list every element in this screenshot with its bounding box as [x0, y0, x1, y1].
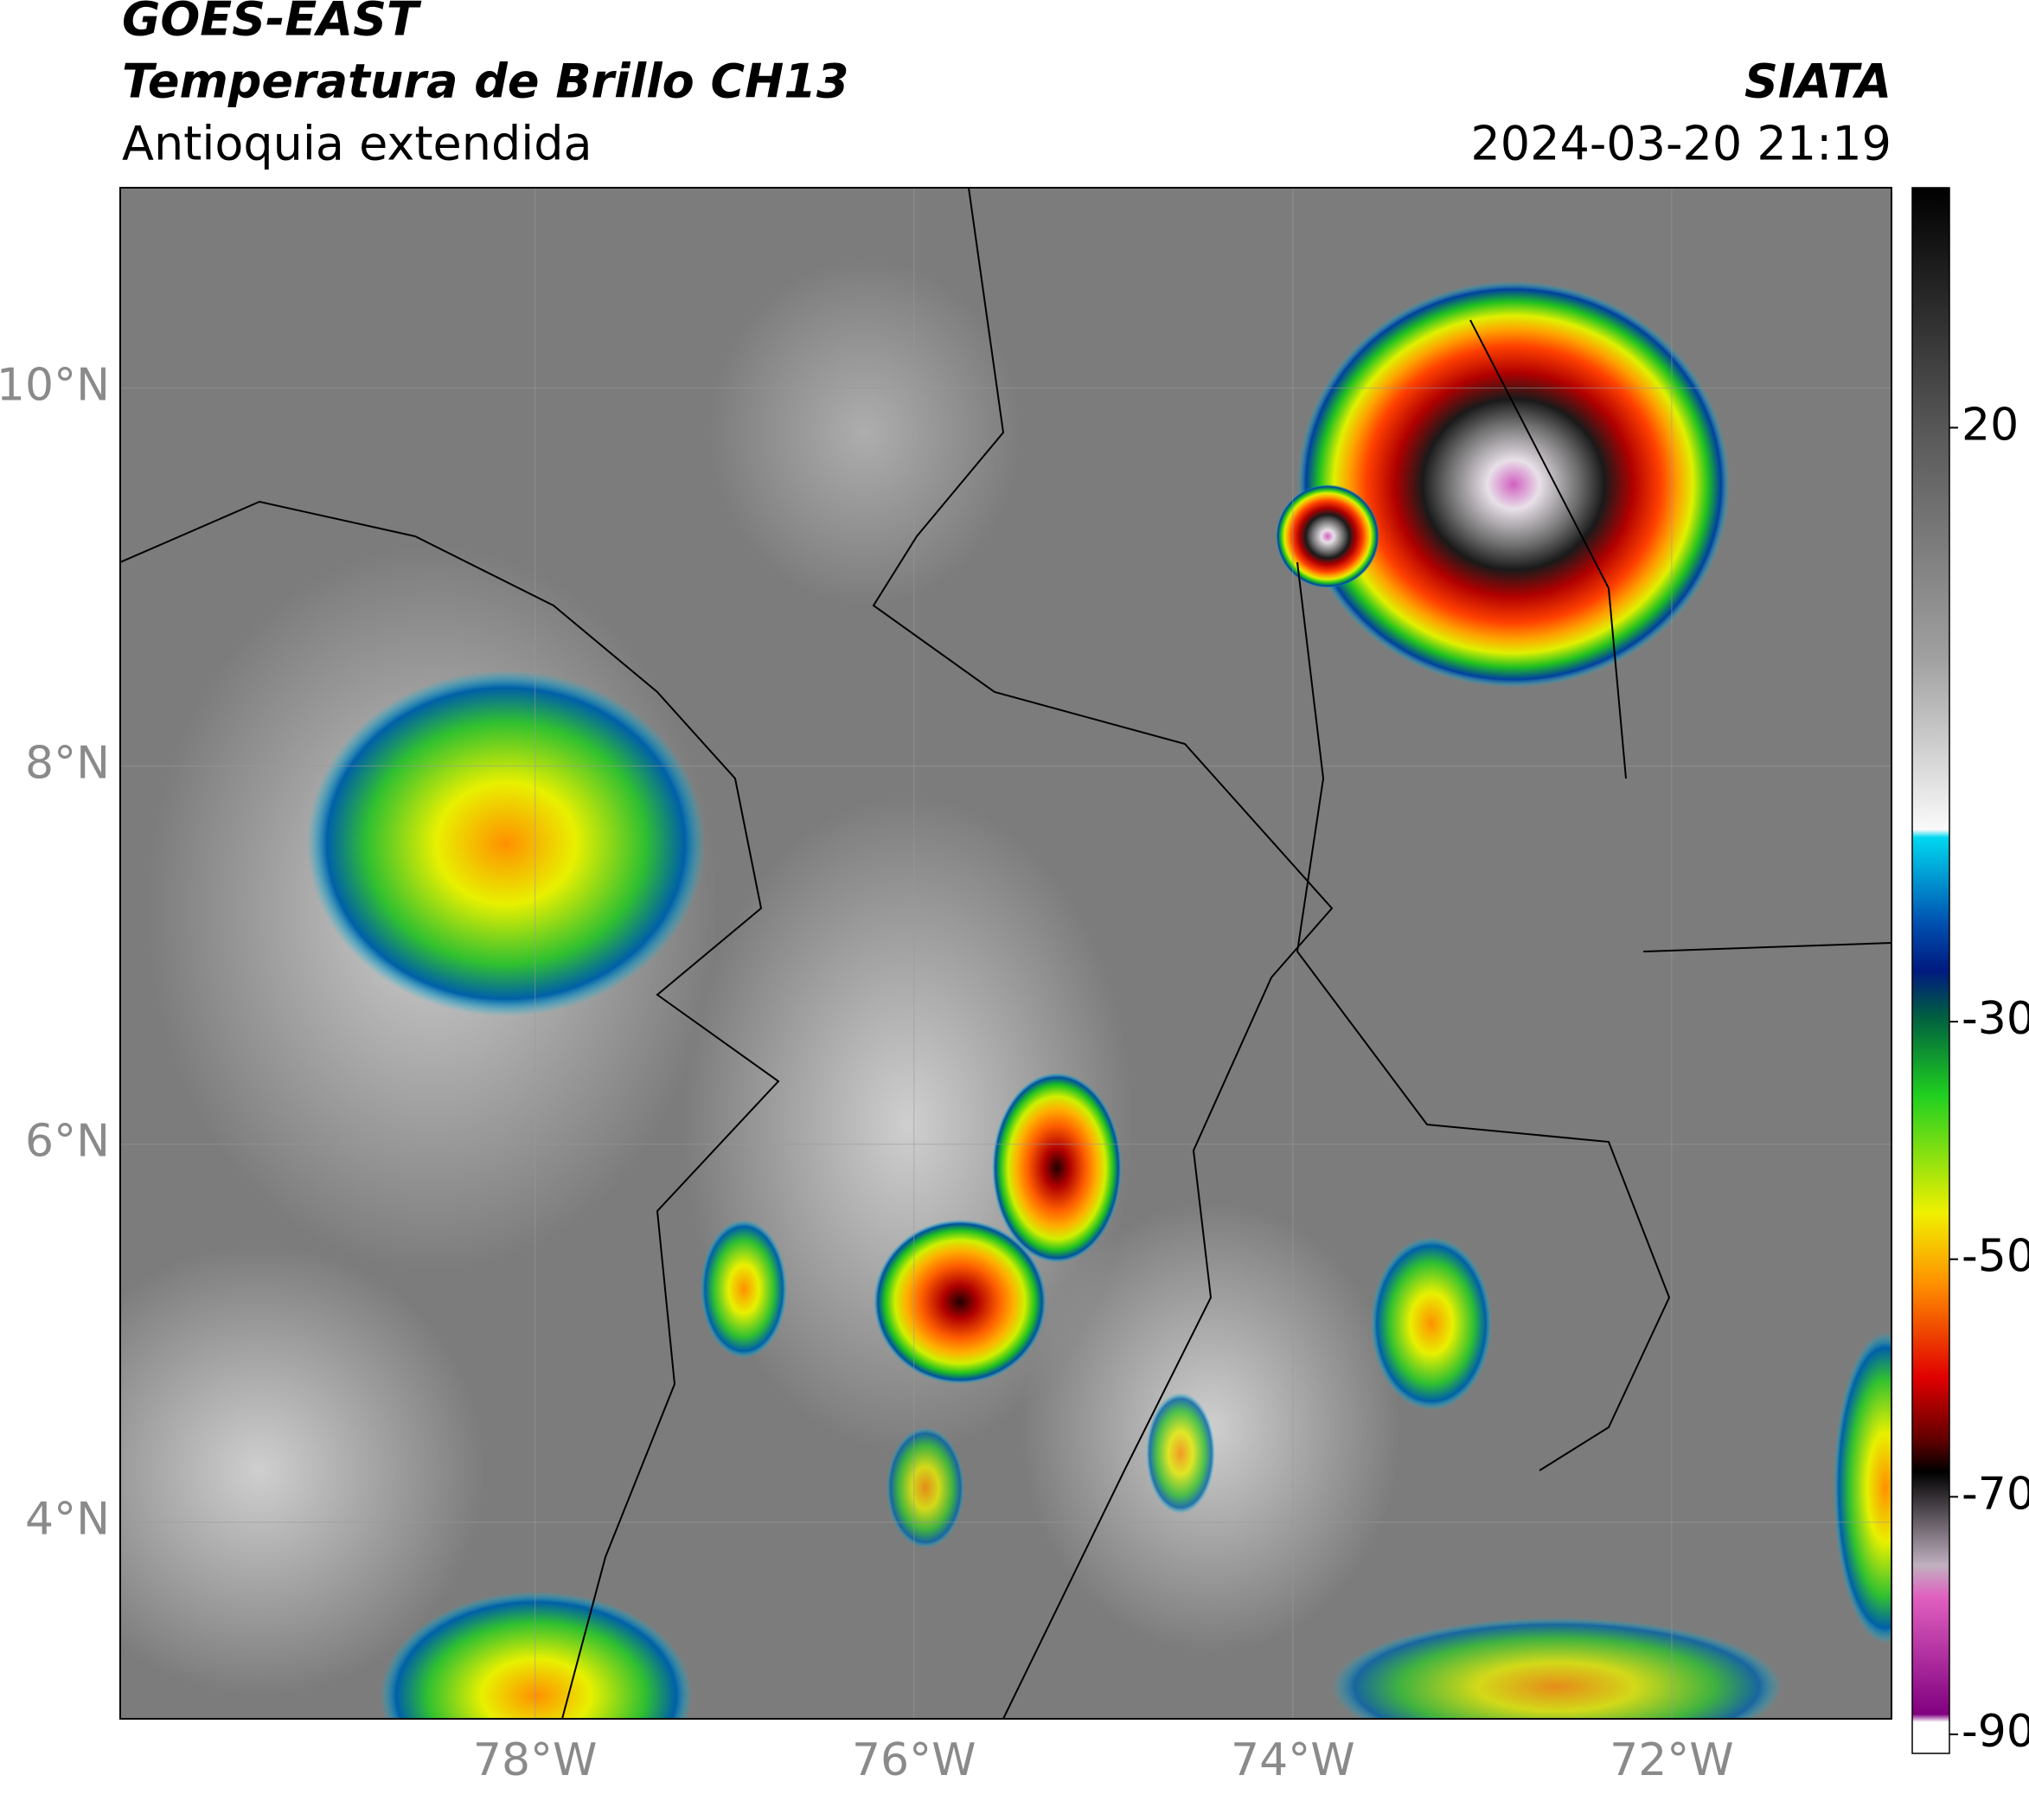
map-frame — [119, 187, 1892, 1720]
x-tick-label: 72°W — [1610, 1734, 1734, 1786]
x-tick-label: 78°W — [473, 1734, 598, 1786]
colorbar-ticks: -90 -70 -50 -30 20 — [1949, 399, 2029, 1758]
colorbar-tick-label: -90 — [1962, 1706, 2029, 1758]
storm — [1297, 281, 1730, 688]
map-image — [120, 188, 1891, 1719]
grid — [120, 188, 1891, 1719]
storm — [381, 1592, 692, 1719]
storm — [886, 1427, 964, 1548]
cloud — [120, 1246, 484, 1695]
product-title: Temperatura de Brillo CH13 — [122, 54, 849, 109]
source-label: SIATA — [1744, 54, 1891, 109]
storm — [1276, 484, 1379, 588]
region-subtitle: Antioquia extendida — [122, 117, 592, 171]
satellite-title: GOES-EAST — [122, 0, 422, 47]
colorbar-tick-label: -30 — [1962, 993, 2029, 1045]
storm — [992, 1073, 1122, 1263]
y-tick-label: 6°N — [25, 1116, 110, 1168]
datetime-label: 2024-03-20 21:19 — [1470, 117, 1891, 171]
y-tick-label: 10°N — [0, 360, 110, 412]
storm — [1834, 1332, 1891, 1644]
storm — [874, 1220, 1047, 1384]
colorbar-tick-label: -70 — [1962, 1468, 2029, 1520]
boundary — [872, 188, 1334, 1719]
axis-labels: 78°W 76°W 74°W 72°W 4°N 6°N 8°N 10°N — [0, 360, 1734, 1786]
colorbar-tick-label: -50 — [1962, 1231, 2029, 1283]
x-tick-label: 76°W — [852, 1734, 976, 1786]
colorbar — [1911, 187, 1950, 1754]
y-tick-label: 8°N — [25, 738, 110, 790]
x-tick-label: 74°W — [1231, 1734, 1355, 1786]
storm — [1332, 1618, 1782, 1719]
storm — [307, 670, 705, 1016]
colorbar-tick-label: 20 — [1962, 399, 2019, 451]
cloud — [709, 260, 1021, 606]
coastline — [120, 500, 780, 1719]
storm — [701, 1220, 787, 1358]
y-tick-label: 4°N — [25, 1494, 110, 1546]
storm — [1146, 1393, 1215, 1514]
boundary — [1296, 319, 1891, 1471]
storm — [1371, 1237, 1492, 1410]
